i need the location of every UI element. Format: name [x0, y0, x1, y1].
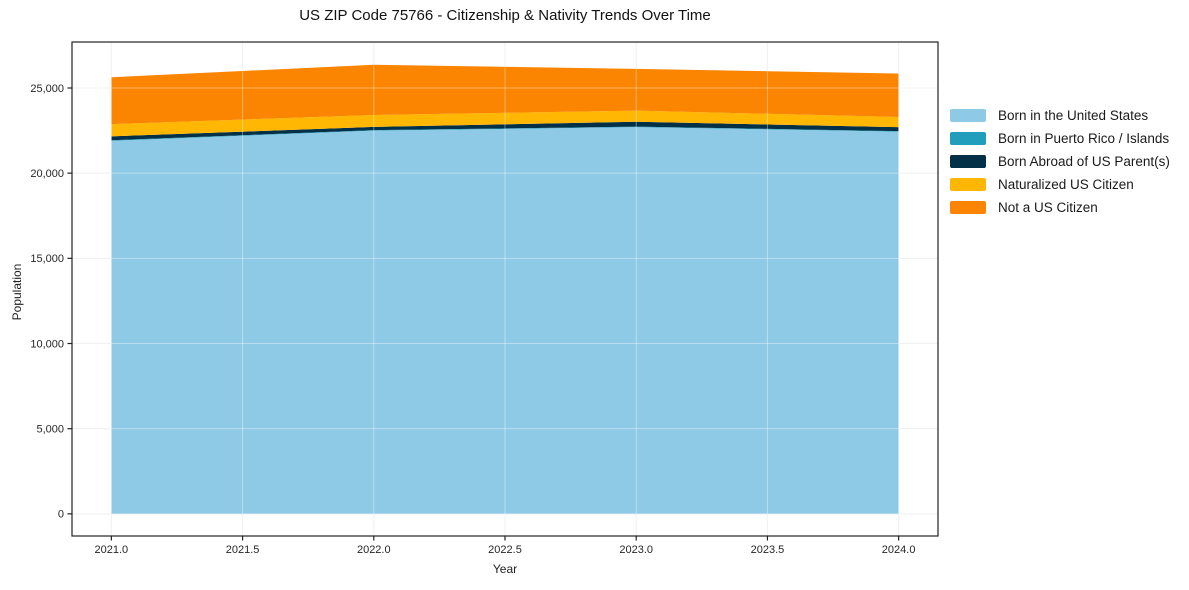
- x-tick-label: 2024.0: [882, 544, 916, 556]
- x-tick-label: 2021.0: [95, 544, 129, 556]
- legend-label: Naturalized US Citizen: [998, 177, 1134, 192]
- legend-label: Not a US Citizen: [998, 200, 1098, 215]
- y-tick-label: 25,000: [30, 83, 64, 95]
- legend-item: Not a US Citizen: [950, 196, 1170, 219]
- x-tick-label: 2023.0: [619, 544, 653, 556]
- y-tick-label: 15,000: [30, 253, 64, 265]
- area-series-3: [111, 110, 899, 137]
- x-tick-label: 2021.5: [226, 544, 260, 556]
- x-tick-label: 2022.5: [488, 544, 522, 556]
- area-series-4: [111, 64, 899, 125]
- y-tick-label: 0: [58, 509, 64, 521]
- legend-label: Born in Puerto Rico / Islands: [998, 131, 1170, 146]
- legend-item: Born in the United States: [950, 104, 1170, 127]
- x-axis-label: Year: [492, 562, 518, 576]
- area-series-0: [111, 127, 899, 514]
- legend-label: Born in the United States: [998, 108, 1149, 123]
- legend-item: Naturalized US Citizen: [950, 173, 1170, 196]
- chart-title: US ZIP Code 75766 - Citizenship & Nativi…: [299, 7, 711, 24]
- legend-label: Born Abroad of US Parent(s): [998, 154, 1170, 169]
- y-tick-label: 20,000: [30, 168, 64, 180]
- legend-swatch: [950, 132, 986, 145]
- legend-swatch: [950, 178, 986, 191]
- legend-item: Born Abroad of US Parent(s): [950, 150, 1170, 173]
- legend-swatch: [950, 155, 986, 168]
- legend-item: Born in Puerto Rico / Islands: [950, 127, 1170, 150]
- y-tick-label: 5,000: [36, 423, 64, 435]
- legend-swatch: [950, 109, 986, 122]
- y-axis-label: Population: [10, 263, 24, 321]
- legend: Born in the United States Born in Puerto …: [950, 104, 1170, 219]
- area-series-2: [111, 121, 899, 141]
- y-tick-label: 10,000: [30, 338, 64, 350]
- x-tick-label: 2022.0: [357, 544, 391, 556]
- legend-swatch: [950, 201, 986, 214]
- x-tick-label: 2023.5: [751, 544, 785, 556]
